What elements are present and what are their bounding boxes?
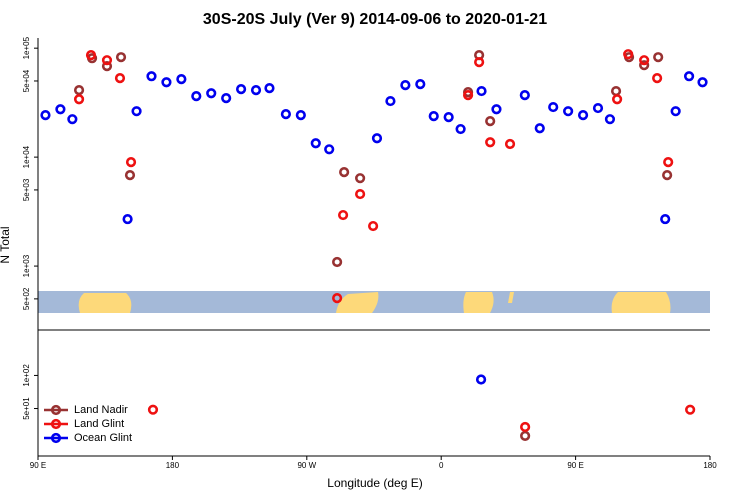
point — [280, 109, 291, 120]
point — [206, 88, 217, 99]
point — [504, 138, 516, 150]
point — [115, 52, 127, 63]
x-tick-label: 180 — [166, 461, 180, 470]
point — [371, 133, 383, 144]
point — [660, 213, 671, 225]
point — [652, 73, 663, 84]
point — [337, 209, 349, 221]
point — [67, 114, 78, 125]
point — [485, 116, 496, 127]
point — [124, 169, 136, 181]
map-strip — [38, 291, 710, 313]
point — [455, 123, 466, 135]
point — [685, 404, 696, 415]
y-tick-label: 1e+02 — [22, 364, 31, 387]
point — [662, 169, 673, 181]
y-tick-label: 1e+05 — [22, 36, 31, 59]
x-tick-label: 0 — [439, 461, 444, 470]
y-tick-label: 5e+04 — [22, 69, 31, 92]
point — [85, 50, 97, 61]
point — [101, 55, 113, 66]
legend-marker — [50, 432, 62, 444]
x-tick-label: 90 W — [297, 461, 316, 470]
point — [670, 106, 681, 117]
point — [221, 93, 232, 104]
point — [295, 110, 306, 121]
point — [474, 57, 485, 68]
point — [639, 55, 650, 66]
point — [653, 52, 664, 63]
point — [339, 167, 350, 178]
point — [520, 421, 531, 433]
point — [264, 83, 275, 94]
point — [161, 77, 172, 88]
chart-title: 30S-20S July (Ver 9) 2014-09-06 to 2020-… — [203, 11, 547, 28]
legend-marker — [50, 404, 62, 416]
point — [235, 84, 247, 95]
point — [697, 77, 708, 88]
point — [55, 104, 66, 115]
point — [368, 220, 379, 232]
y-axis-label: N Total — [0, 226, 12, 263]
x-tick-label: 90 E — [30, 461, 46, 470]
point — [415, 79, 426, 90]
point — [176, 74, 187, 85]
point — [73, 85, 85, 96]
y-tick-label: 5e+01 — [22, 397, 31, 420]
point — [683, 71, 695, 82]
x-axis-label: Longitude (deg E) — [327, 476, 422, 490]
point — [355, 188, 366, 200]
legend-marker — [50, 418, 62, 430]
legend-label: Land Glint — [74, 418, 124, 430]
point — [443, 112, 454, 123]
point — [332, 293, 343, 304]
point — [385, 95, 396, 107]
point — [520, 430, 531, 441]
x-tick-label: 90 E — [567, 461, 583, 470]
point — [250, 85, 262, 96]
point — [332, 256, 343, 268]
y-tick-label: 1e+04 — [22, 145, 31, 168]
point — [476, 85, 487, 97]
point — [491, 104, 502, 115]
point — [355, 173, 366, 184]
point — [147, 404, 159, 415]
y-tick-label: 5e+03 — [22, 178, 31, 201]
x-tick-label: 180 — [703, 461, 717, 470]
point — [563, 106, 574, 117]
point — [114, 73, 126, 84]
point — [534, 123, 545, 134]
point — [324, 144, 335, 155]
point — [592, 102, 604, 114]
point — [623, 49, 634, 60]
y-tick-label: 1e+03 — [22, 254, 31, 277]
point — [475, 374, 487, 385]
point — [428, 111, 439, 122]
point — [310, 138, 321, 149]
point — [604, 114, 616, 125]
point — [462, 89, 474, 101]
point — [122, 213, 133, 225]
point — [40, 110, 51, 121]
point — [146, 71, 157, 82]
point — [73, 94, 85, 105]
point — [610, 85, 622, 97]
point — [131, 106, 142, 117]
point — [191, 91, 202, 102]
point — [125, 157, 137, 168]
point — [577, 110, 589, 121]
point — [485, 137, 496, 148]
point — [400, 80, 411, 91]
legend-label: Ocean Glint — [74, 432, 132, 444]
point — [548, 101, 559, 113]
legend-label: Land Nadir — [74, 404, 128, 416]
point — [663, 157, 674, 168]
point — [519, 89, 530, 101]
y-tick-label: 5e+02 — [22, 287, 31, 310]
point — [639, 60, 650, 71]
point — [612, 94, 623, 105]
point — [101, 61, 113, 72]
